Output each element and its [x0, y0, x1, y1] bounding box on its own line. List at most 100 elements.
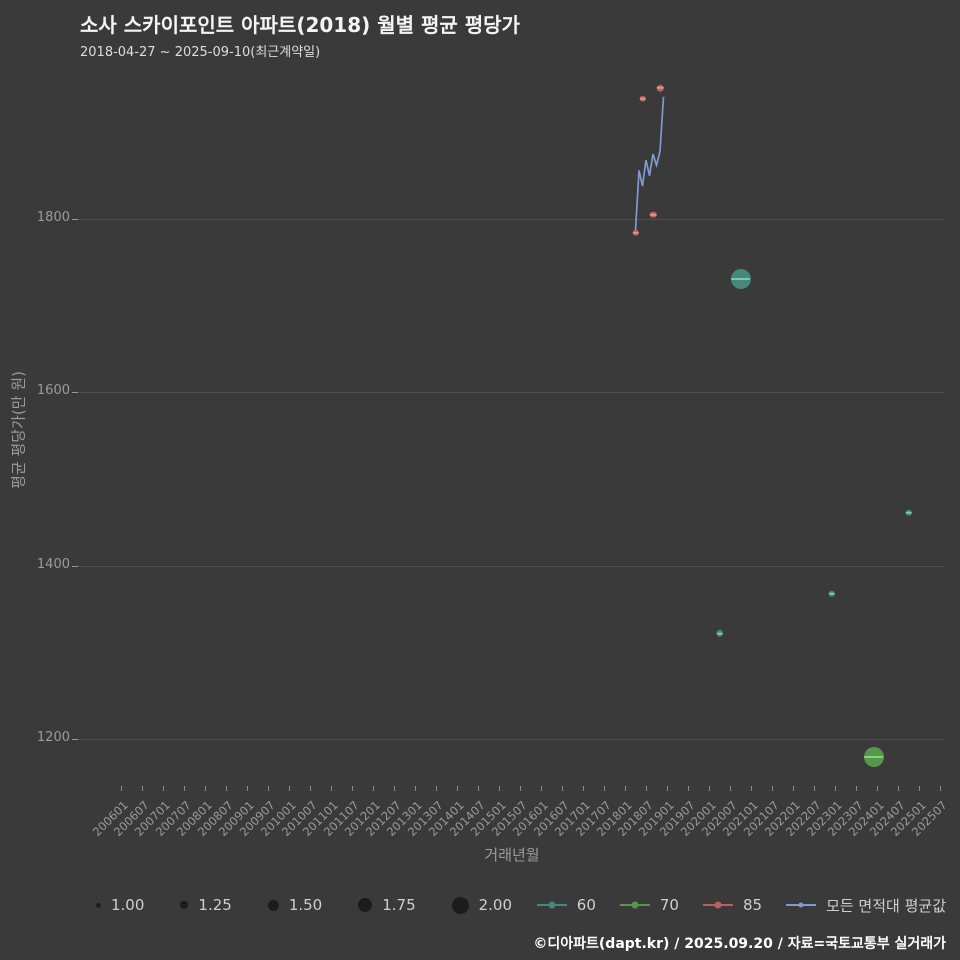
- size-legend-item: 1.25: [180, 896, 232, 914]
- x-tick-mark: [814, 786, 815, 791]
- size-legend-item: 2.00: [451, 896, 513, 914]
- chart-title: 소사 스카이포인트 아파트(2018) 월별 평균 평당가: [80, 13, 520, 37]
- point-dash: [656, 87, 664, 90]
- x-tick-mark: [562, 786, 563, 791]
- size-legend-label: 1.50: [288, 896, 323, 914]
- y-tick-mark: [72, 219, 78, 220]
- x-tick-mark: [688, 786, 689, 791]
- y-axis-title: 평균 평당가(만 원): [9, 371, 28, 489]
- series-marker-dot: [631, 901, 639, 909]
- y-tick-label: 1800: [36, 210, 70, 225]
- y-tick-mark: [72, 739, 78, 740]
- y-tick-label: 1400: [36, 557, 70, 572]
- x-tick-mark: [184, 786, 185, 791]
- x-tick-mark: [898, 786, 899, 791]
- gridline: [78, 219, 945, 220]
- point-dash: [828, 592, 835, 595]
- size-legend-label: 1.00: [111, 896, 145, 914]
- x-tick-mark: [142, 786, 143, 791]
- data-point-60: [716, 630, 723, 637]
- y-tick-mark: [72, 566, 78, 567]
- y-tick-label: 1600: [36, 383, 70, 398]
- series-legend-item-average: 모든 면적대 평균값: [786, 895, 946, 916]
- x-tick-mark: [163, 786, 164, 791]
- x-tick-mark: [499, 786, 500, 791]
- x-tick-mark: [520, 786, 521, 791]
- series-legend-label: 60: [576, 896, 596, 914]
- x-tick-mark: [835, 786, 836, 791]
- average-line: [634, 96, 665, 231]
- x-tick-mark: [877, 786, 878, 791]
- size-legend-label: 1.25: [198, 896, 232, 914]
- point-dash: [905, 511, 912, 514]
- x-tick-mark: [751, 786, 752, 791]
- series-marker-dot: [798, 902, 804, 908]
- x-tick-mark: [436, 786, 437, 791]
- x-tick-mark: [667, 786, 668, 791]
- size-legend-item: 1.00: [96, 896, 144, 914]
- x-tick-mark: [373, 786, 374, 791]
- series-marker-icon: [619, 900, 650, 910]
- point-dash: [864, 756, 883, 759]
- size-legend: 1.00 1.25 1.50 1.75 2.00: [96, 896, 512, 914]
- data-point-85: [632, 229, 639, 237]
- x-tick-mark: [394, 786, 395, 791]
- size-legend-label: 2.00: [478, 896, 513, 914]
- point-dash: [716, 632, 723, 635]
- x-tick-mark: [310, 786, 311, 791]
- series-legend-item-60: 60: [536, 896, 596, 914]
- x-tick-mark: [205, 786, 206, 791]
- data-point-60: [730, 268, 751, 289]
- x-tick-mark: [646, 786, 647, 791]
- chart-legend: 1.00 1.25 1.50 1.75 2.00 60 70 85 모든 면적대 평균값: [96, 891, 946, 919]
- point-dash: [731, 277, 750, 280]
- chart-footer: ©디아파트(dapt.kr) / 2025.09.20 / 자료=국토교통부 실…: [533, 936, 946, 952]
- data-point-70: [863, 747, 884, 768]
- x-tick-mark: [856, 786, 857, 791]
- x-tick-mark: [772, 786, 773, 791]
- x-tick-mark: [226, 786, 227, 791]
- size-legend-dot-icon: [180, 901, 189, 909]
- x-axis-title: 거래년월: [484, 846, 540, 864]
- series-legend-label: 70: [659, 896, 679, 914]
- x-tick-mark: [940, 786, 941, 791]
- point-dash: [639, 97, 646, 100]
- data-point-85: [639, 95, 646, 102]
- series-legend: 60 70 85 모든 면적대 평균값: [536, 895, 946, 916]
- x-tick-mark: [625, 786, 626, 791]
- x-tick-mark: [247, 786, 248, 791]
- x-tick-mark: [709, 786, 710, 791]
- data-point-85: [656, 84, 664, 92]
- x-tick-mark: [919, 786, 920, 791]
- gridline: [78, 392, 945, 393]
- x-tick-mark: [457, 786, 458, 791]
- y-tick-label: 1200: [36, 730, 70, 745]
- series-marker-icon: [786, 900, 817, 910]
- series-marker-dot: [548, 901, 556, 909]
- series-legend-label: 모든 면적대 평균값: [826, 896, 946, 915]
- data-point-85: [649, 211, 657, 218]
- size-legend-item: 1.75: [358, 896, 416, 914]
- size-legend-item: 1.50: [267, 896, 323, 914]
- x-tick-mark: [541, 786, 542, 791]
- x-tick-mark: [289, 786, 290, 791]
- gridline: [78, 566, 945, 567]
- series-marker-icon: [536, 900, 567, 910]
- x-tick-mark: [583, 786, 584, 791]
- series-legend-item-70: 70: [619, 896, 679, 914]
- series-legend-label: 85: [742, 896, 763, 914]
- x-tick-mark: [604, 786, 605, 791]
- x-tick-mark: [415, 786, 416, 791]
- point-dash: [632, 231, 639, 234]
- data-point-60: [905, 509, 912, 517]
- size-legend-dot-icon: [358, 898, 373, 912]
- size-legend-dot-icon: [267, 899, 279, 911]
- size-legend-label: 1.75: [382, 896, 416, 914]
- x-tick-mark: [331, 786, 332, 791]
- series-marker-icon: [702, 900, 733, 910]
- x-tick-mark: [121, 786, 122, 791]
- point-dash: [649, 213, 657, 216]
- y-tick-mark: [72, 392, 78, 393]
- size-legend-dot-icon: [96, 902, 101, 908]
